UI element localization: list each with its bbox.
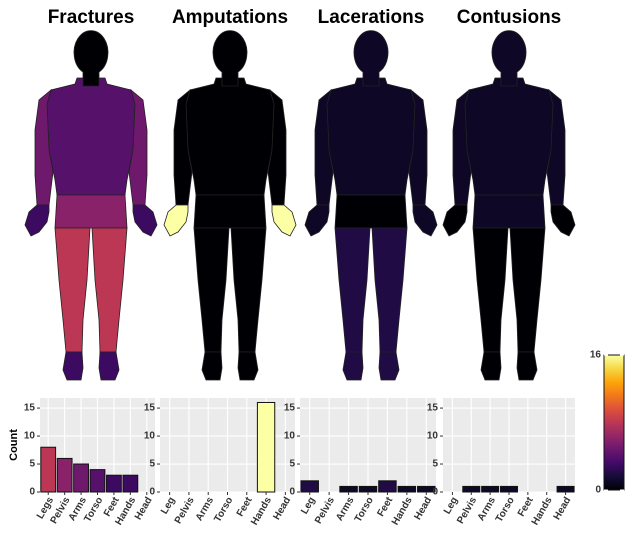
x-tick-label: Pelvis xyxy=(455,495,479,526)
body-head xyxy=(353,30,389,87)
body-torso xyxy=(464,77,554,196)
bar xyxy=(73,463,89,493)
bar xyxy=(500,485,518,493)
bar xyxy=(122,474,139,493)
body-head xyxy=(73,30,109,87)
body-figure xyxy=(24,30,158,381)
bar xyxy=(106,474,122,493)
bar xyxy=(358,485,378,493)
body-hand xyxy=(550,204,576,237)
body-pelvis xyxy=(54,194,128,229)
body-pelvis xyxy=(334,194,408,229)
bar xyxy=(397,485,417,493)
y-tick-label: 10 xyxy=(144,431,156,442)
body-pelvis xyxy=(193,194,267,229)
x-tick-label: Feet xyxy=(376,495,396,519)
y-tick-label: 10 xyxy=(427,431,439,442)
x-tick-label: Pelvis xyxy=(313,495,337,526)
x-tick-label: Head xyxy=(412,495,434,522)
colorbar-tick-label: 0 xyxy=(595,485,601,496)
body-torso xyxy=(326,77,416,196)
body-pelvis xyxy=(472,194,546,229)
bar xyxy=(481,485,500,493)
body-leg xyxy=(230,227,267,353)
bar xyxy=(40,446,57,493)
bar xyxy=(339,485,358,493)
x-tick-label: Torso xyxy=(353,495,376,524)
bar xyxy=(378,480,397,493)
body-figure xyxy=(442,30,576,381)
body-hand xyxy=(24,204,50,237)
body-leg xyxy=(193,227,230,353)
body-figure xyxy=(163,30,297,381)
bar xyxy=(56,457,73,493)
body-leg xyxy=(91,227,128,353)
body-hand xyxy=(163,204,189,237)
x-tick-label: Leg xyxy=(299,495,317,516)
y-tick-label: 10 xyxy=(24,431,36,442)
body-torso xyxy=(46,77,136,196)
chart-title: Fractures xyxy=(48,7,135,28)
y-tick-label: 15 xyxy=(427,403,439,414)
y-tick-label: 5 xyxy=(29,459,35,470)
x-tick-label: Torso xyxy=(212,495,235,524)
y-tick-label: 0 xyxy=(289,487,295,498)
y-tick-label: 15 xyxy=(144,403,156,414)
body-foot xyxy=(516,351,538,381)
bar xyxy=(89,469,106,493)
x-tick-label: Torso xyxy=(494,495,517,524)
y-tick-label: 0 xyxy=(432,487,438,498)
chart-title: Lacerations xyxy=(318,7,425,28)
body-hand xyxy=(412,204,438,237)
body-leg xyxy=(472,227,509,353)
body-foot xyxy=(201,351,223,381)
y-tick-label: 5 xyxy=(149,459,155,470)
y-tick-label: 0 xyxy=(29,487,35,498)
body-hand xyxy=(271,204,297,237)
y-tick-label: 15 xyxy=(284,403,296,414)
body-hand xyxy=(304,204,330,237)
chart-title: Amputations xyxy=(172,7,288,28)
body-foot xyxy=(480,351,502,381)
body-head xyxy=(212,30,248,87)
x-tick-label: Head xyxy=(133,495,155,522)
body-leg xyxy=(334,227,371,353)
y-tick-label: 5 xyxy=(432,459,438,470)
body-foot xyxy=(342,351,364,381)
bar xyxy=(300,480,319,493)
y-tick-label: 0 xyxy=(149,487,155,498)
body-hand xyxy=(442,204,468,237)
x-tick-label: Pelvis xyxy=(173,495,197,526)
x-tick-label: Hands xyxy=(249,495,274,527)
bar xyxy=(462,485,481,493)
x-tick-label: Head xyxy=(552,495,574,522)
bar xyxy=(556,485,575,493)
x-tick-label: Head xyxy=(271,495,293,522)
x-tick-label: Hands xyxy=(390,495,415,527)
body-hand xyxy=(132,204,158,237)
y-tick-label: 5 xyxy=(289,459,295,470)
body-foot xyxy=(237,351,259,381)
y-tick-label: 10 xyxy=(284,431,296,442)
body-head xyxy=(491,30,527,87)
body-leg xyxy=(371,227,408,353)
body-foot xyxy=(378,351,400,381)
body-figure xyxy=(304,30,438,381)
body-torso xyxy=(185,77,275,196)
body-foot xyxy=(98,351,120,381)
body-leg xyxy=(54,227,91,353)
x-tick-label: Leg xyxy=(442,495,460,516)
y-tick-label: 15 xyxy=(24,403,36,414)
body-foot xyxy=(62,351,84,381)
colorbar xyxy=(603,354,625,491)
colorbar-tick-label: 16 xyxy=(590,350,602,361)
y-axis-label: Count xyxy=(8,429,20,461)
chart-title: Contusions xyxy=(457,7,562,28)
body-leg xyxy=(509,227,546,353)
x-tick-label: Leg xyxy=(159,495,177,516)
bar xyxy=(256,401,276,493)
